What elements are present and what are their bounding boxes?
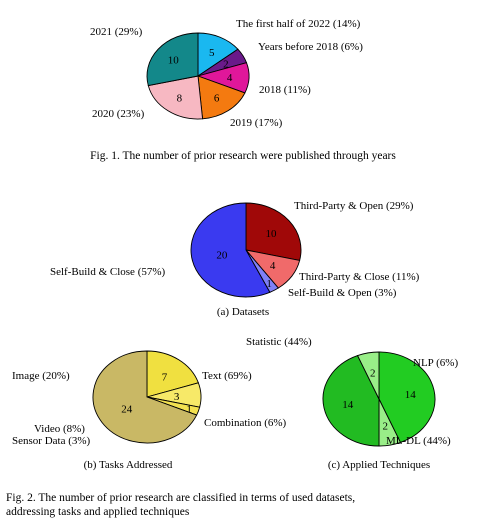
label-third-party-open: Third-Party & Open (29%) <box>294 200 414 212</box>
pie-2-legend-labels: Third-Party & Open (29%) Third-Party & C… <box>50 200 420 299</box>
pie-slice-value-label: 14 <box>405 389 417 401</box>
label-text: Text (69%) <box>202 370 252 382</box>
pie-slice-value-label: 1 <box>266 278 272 290</box>
label-nlp: NLP (6%) <box>413 357 458 369</box>
label-third-party-close: Third-Party & Close (11%) <box>299 271 420 283</box>
figure-2-caption-line-2: addressing tasks and applied techniques <box>6 506 190 518</box>
label-video: Video (8%) <box>34 423 85 435</box>
pie-slice <box>190 202 271 298</box>
pie-slice-value-label: 2 <box>370 368 376 380</box>
figure-2-caption-line-1: Fig. 2. The number of prior research are… <box>6 492 355 504</box>
pie-slice <box>147 75 204 120</box>
label-first-half-2022: The first half of 2022 (14%) <box>236 18 361 30</box>
label-ml-dl: ML-DL (44%) <box>386 435 451 447</box>
pie-slice-value-label: 1 <box>186 404 192 416</box>
pie-chart-applied-techniques: 14 2 14 2 <box>322 351 436 447</box>
pie-slice-value-label: 7 <box>162 372 168 384</box>
pie-4-legend-labels: Statistic (44%) NLP (6%) ML-DL (44%) <box>246 336 458 447</box>
label-2021: 2021 (29%) <box>90 26 143 38</box>
pie-slice <box>197 75 246 120</box>
pie-chart-publication-years: 52 46 8 10 <box>146 32 250 120</box>
pie-slice-value-label: 4 <box>227 72 233 84</box>
label-self-build-open: Self-Build & Open (3%) <box>288 287 397 299</box>
label-combination: Combination (6%) <box>204 417 287 429</box>
pie-slice-value-label: 6 <box>214 93 220 105</box>
pie-slice <box>356 351 380 400</box>
subfigure-b-caption: (b) Tasks Addressed <box>84 459 173 471</box>
pie-slice-value-label: 4 <box>270 260 276 272</box>
label-2019: 2019 (17%) <box>230 117 283 129</box>
pie-slice <box>92 350 198 444</box>
pie-chart-tasks-addressed: 731 24 <box>92 350 202 444</box>
pie-slice-value-label: 20 <box>216 250 228 262</box>
pie-slice-value-label: 5 <box>209 47 215 59</box>
pie-slice-value-label: 8 <box>177 93 183 105</box>
label-sensor-data: Sensor Data (3%) <box>12 435 91 447</box>
pie-1-legend-labels: 2021 (29%) The first half of 2022 (14%) … <box>90 18 363 129</box>
pie-slice-value-label: 24 <box>121 403 133 415</box>
pie-slice-value-label: 3 <box>174 391 180 403</box>
pie-slice <box>146 350 199 398</box>
label-2020: 2020 (23%) <box>92 108 145 120</box>
pie-slice-value-label: 10 <box>265 228 277 240</box>
figure-1-caption: Fig. 1. The number of prior research wer… <box>90 150 396 162</box>
pie-slice-value-label: 2 <box>223 58 229 70</box>
pie-slice <box>378 351 436 443</box>
pie-slice <box>146 32 199 87</box>
label-self-build-close: Self-Build & Close (57%) <box>50 266 166 278</box>
subfigure-a-caption: (a) Datasets <box>217 306 269 318</box>
pie-slice-value-label: 10 <box>168 54 180 66</box>
pie-slice <box>322 355 380 447</box>
pie-slice-value-label: 14 <box>342 399 354 411</box>
label-years-before-2018: Years before 2018 (6%) <box>258 41 363 53</box>
pie-slice-value-label: 2 <box>382 420 388 432</box>
label-image: Image (20%) <box>12 370 70 382</box>
pie-3-legend-labels: Image (20%) Video (8%) Sensor Data (3%) … <box>12 370 287 447</box>
subfigure-c-caption: (c) Applied Techniques <box>328 459 430 471</box>
pie-slice <box>245 202 302 261</box>
label-statistic: Statistic (44%) <box>246 336 312 348</box>
pie-chart-datasets: 10 4 1 20 <box>190 202 302 298</box>
label-2018: 2018 (11%) <box>259 84 311 96</box>
